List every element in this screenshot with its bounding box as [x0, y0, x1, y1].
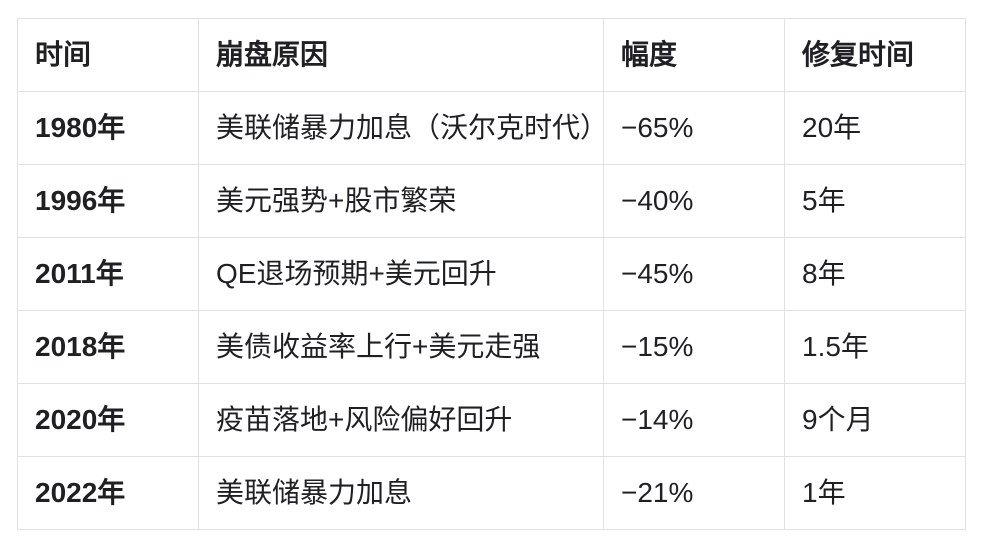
column-header-magnitude: 幅度	[603, 18, 785, 92]
cell-magnitude: −15%	[603, 310, 785, 384]
column-header-recovery-time: 修复时间	[784, 18, 966, 92]
table-row: 1980年 美联储暴力加息（沃尔克时代） −65% 20年	[17, 91, 966, 165]
cell-reason: 疫苗落地+风险偏好回升	[198, 383, 604, 457]
column-header-time: 时间	[17, 18, 199, 92]
cell-year: 1980年	[17, 91, 199, 165]
cell-magnitude: −14%	[603, 383, 785, 457]
cell-magnitude: −21%	[603, 456, 785, 530]
cell-recovery: 9个月	[784, 383, 966, 457]
table-row: 2020年 疫苗落地+风险偏好回升 −14% 9个月	[17, 383, 966, 457]
cell-year: 2011年	[17, 237, 199, 311]
cell-recovery: 1.5年	[784, 310, 966, 384]
cell-magnitude: −45%	[603, 237, 785, 311]
cell-recovery: 8年	[784, 237, 966, 311]
cell-year: 2022年	[17, 456, 199, 530]
cell-magnitude: −40%	[603, 164, 785, 238]
cell-year: 2018年	[17, 310, 199, 384]
table-row: 2018年 美债收益率上行+美元走强 −15% 1.5年	[17, 310, 966, 384]
cell-reason: 美联储暴力加息（沃尔克时代）	[198, 91, 604, 165]
cell-recovery: 20年	[784, 91, 966, 165]
table-row: 2011年 QE退场预期+美元回升 −45% 8年	[17, 237, 966, 311]
cell-recovery: 5年	[784, 164, 966, 238]
header-row: 时间 崩盘原因 幅度 修复时间	[17, 18, 966, 92]
table-row: 2022年 美联储暴力加息 −21% 1年	[17, 456, 966, 530]
cell-year: 1996年	[17, 164, 199, 238]
cell-reason: QE退场预期+美元回升	[198, 237, 604, 311]
cell-magnitude: −65%	[603, 91, 785, 165]
table-row: 1996年 美元强势+股市繁荣 −40% 5年	[17, 164, 966, 238]
column-header-crash-reason: 崩盘原因	[198, 18, 604, 92]
cell-reason: 美债收益率上行+美元走强	[198, 310, 604, 384]
crash-history-table: 时间 崩盘原因 幅度 修复时间 1980年 美联储暴力加息（沃尔克时代） −65…	[17, 18, 966, 530]
cell-reason: 美联储暴力加息	[198, 456, 604, 530]
cell-recovery: 1年	[784, 456, 966, 530]
cell-year: 2020年	[17, 383, 199, 457]
cell-reason: 美元强势+股市繁荣	[198, 164, 604, 238]
